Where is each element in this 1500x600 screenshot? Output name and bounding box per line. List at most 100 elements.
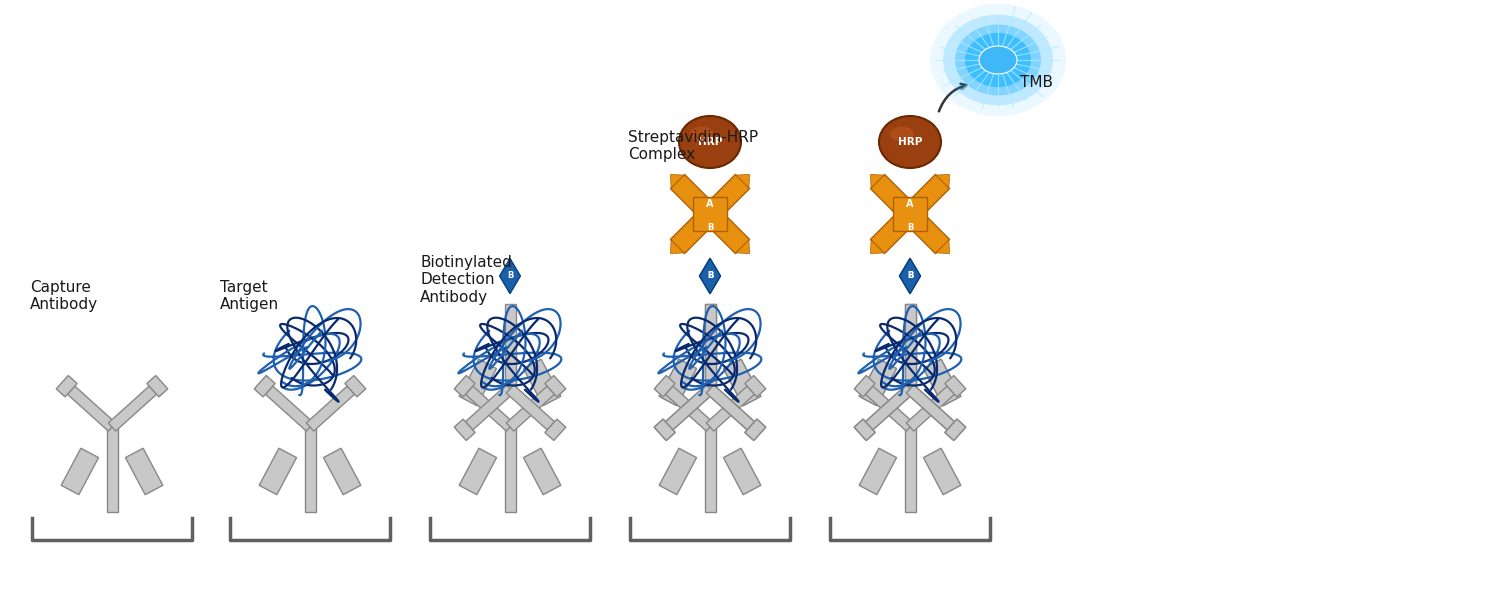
Polygon shape <box>524 359 561 406</box>
Polygon shape <box>108 386 156 431</box>
Polygon shape <box>904 304 915 389</box>
Polygon shape <box>723 359 760 406</box>
Polygon shape <box>705 304 716 389</box>
Text: A: A <box>706 199 714 209</box>
Polygon shape <box>736 175 750 188</box>
Text: Biotinylated
Detection
Antibody: Biotinylated Detection Antibody <box>420 255 512 305</box>
Polygon shape <box>904 304 915 389</box>
Ellipse shape <box>980 46 1017 74</box>
Polygon shape <box>266 386 314 431</box>
Polygon shape <box>945 419 966 440</box>
Text: B: B <box>908 271 914 280</box>
Polygon shape <box>723 359 760 406</box>
Text: Streptavidin-HRP
Complex: Streptavidin-HRP Complex <box>628 130 758 163</box>
Polygon shape <box>945 376 966 397</box>
Ellipse shape <box>890 127 914 142</box>
Polygon shape <box>693 197 728 231</box>
Ellipse shape <box>680 116 741 168</box>
Ellipse shape <box>956 25 1041 95</box>
Text: Capture
Antibody: Capture Antibody <box>30 280 98 313</box>
Polygon shape <box>654 376 675 397</box>
Polygon shape <box>746 419 766 440</box>
Polygon shape <box>746 376 766 397</box>
Polygon shape <box>260 448 297 494</box>
Text: HRP: HRP <box>698 137 721 147</box>
Polygon shape <box>936 175 950 188</box>
Polygon shape <box>68 386 116 431</box>
Polygon shape <box>62 448 99 494</box>
Polygon shape <box>945 419 966 440</box>
Polygon shape <box>853 419 874 440</box>
Polygon shape <box>524 448 561 494</box>
Ellipse shape <box>690 127 714 142</box>
Polygon shape <box>147 376 168 397</box>
Polygon shape <box>504 427 516 512</box>
Polygon shape <box>666 385 714 430</box>
Polygon shape <box>670 175 717 221</box>
Polygon shape <box>906 386 954 431</box>
Polygon shape <box>704 175 750 221</box>
Text: B: B <box>706 223 712 232</box>
Polygon shape <box>853 376 874 397</box>
Polygon shape <box>853 419 874 440</box>
Polygon shape <box>454 376 476 397</box>
Polygon shape <box>906 385 954 430</box>
Ellipse shape <box>964 33 1030 87</box>
Polygon shape <box>459 359 497 406</box>
Text: TMB: TMB <box>1020 75 1053 90</box>
Polygon shape <box>465 385 513 430</box>
Polygon shape <box>106 427 117 512</box>
Polygon shape <box>306 386 354 431</box>
Polygon shape <box>324 448 362 494</box>
Polygon shape <box>870 240 883 254</box>
Polygon shape <box>706 385 754 430</box>
Polygon shape <box>859 359 897 406</box>
Polygon shape <box>705 304 716 389</box>
Polygon shape <box>746 419 766 440</box>
Polygon shape <box>859 359 897 406</box>
Polygon shape <box>670 240 684 254</box>
Polygon shape <box>705 427 716 512</box>
Polygon shape <box>704 207 750 254</box>
Ellipse shape <box>944 14 1053 106</box>
Polygon shape <box>345 376 366 397</box>
Polygon shape <box>126 448 164 494</box>
Polygon shape <box>906 385 954 430</box>
Polygon shape <box>658 359 696 406</box>
Polygon shape <box>900 259 921 293</box>
Polygon shape <box>865 385 913 430</box>
Polygon shape <box>924 359 962 406</box>
Polygon shape <box>544 419 566 440</box>
Polygon shape <box>465 386 513 431</box>
Polygon shape <box>903 175 950 221</box>
Polygon shape <box>658 448 696 494</box>
Polygon shape <box>500 259 520 293</box>
Polygon shape <box>706 386 754 431</box>
Polygon shape <box>706 385 754 430</box>
Text: Target
Antigen: Target Antigen <box>220 280 279 313</box>
Polygon shape <box>254 376 274 397</box>
Polygon shape <box>304 427 315 512</box>
Polygon shape <box>666 385 714 430</box>
Polygon shape <box>699 259 720 293</box>
Polygon shape <box>654 419 675 440</box>
Text: A: A <box>906 199 914 209</box>
Polygon shape <box>459 448 497 494</box>
Polygon shape <box>900 259 921 293</box>
Ellipse shape <box>930 4 1066 116</box>
Polygon shape <box>454 419 476 440</box>
Polygon shape <box>859 448 897 494</box>
Polygon shape <box>666 386 714 431</box>
Polygon shape <box>904 427 915 512</box>
Text: B: B <box>706 271 712 280</box>
Polygon shape <box>865 386 913 431</box>
Polygon shape <box>723 448 760 494</box>
Polygon shape <box>504 304 516 389</box>
Polygon shape <box>736 240 750 254</box>
Text: B: B <box>908 223 914 232</box>
Polygon shape <box>544 376 566 397</box>
Polygon shape <box>936 240 950 254</box>
Text: B: B <box>908 271 914 280</box>
Polygon shape <box>870 207 916 254</box>
Polygon shape <box>670 175 684 188</box>
